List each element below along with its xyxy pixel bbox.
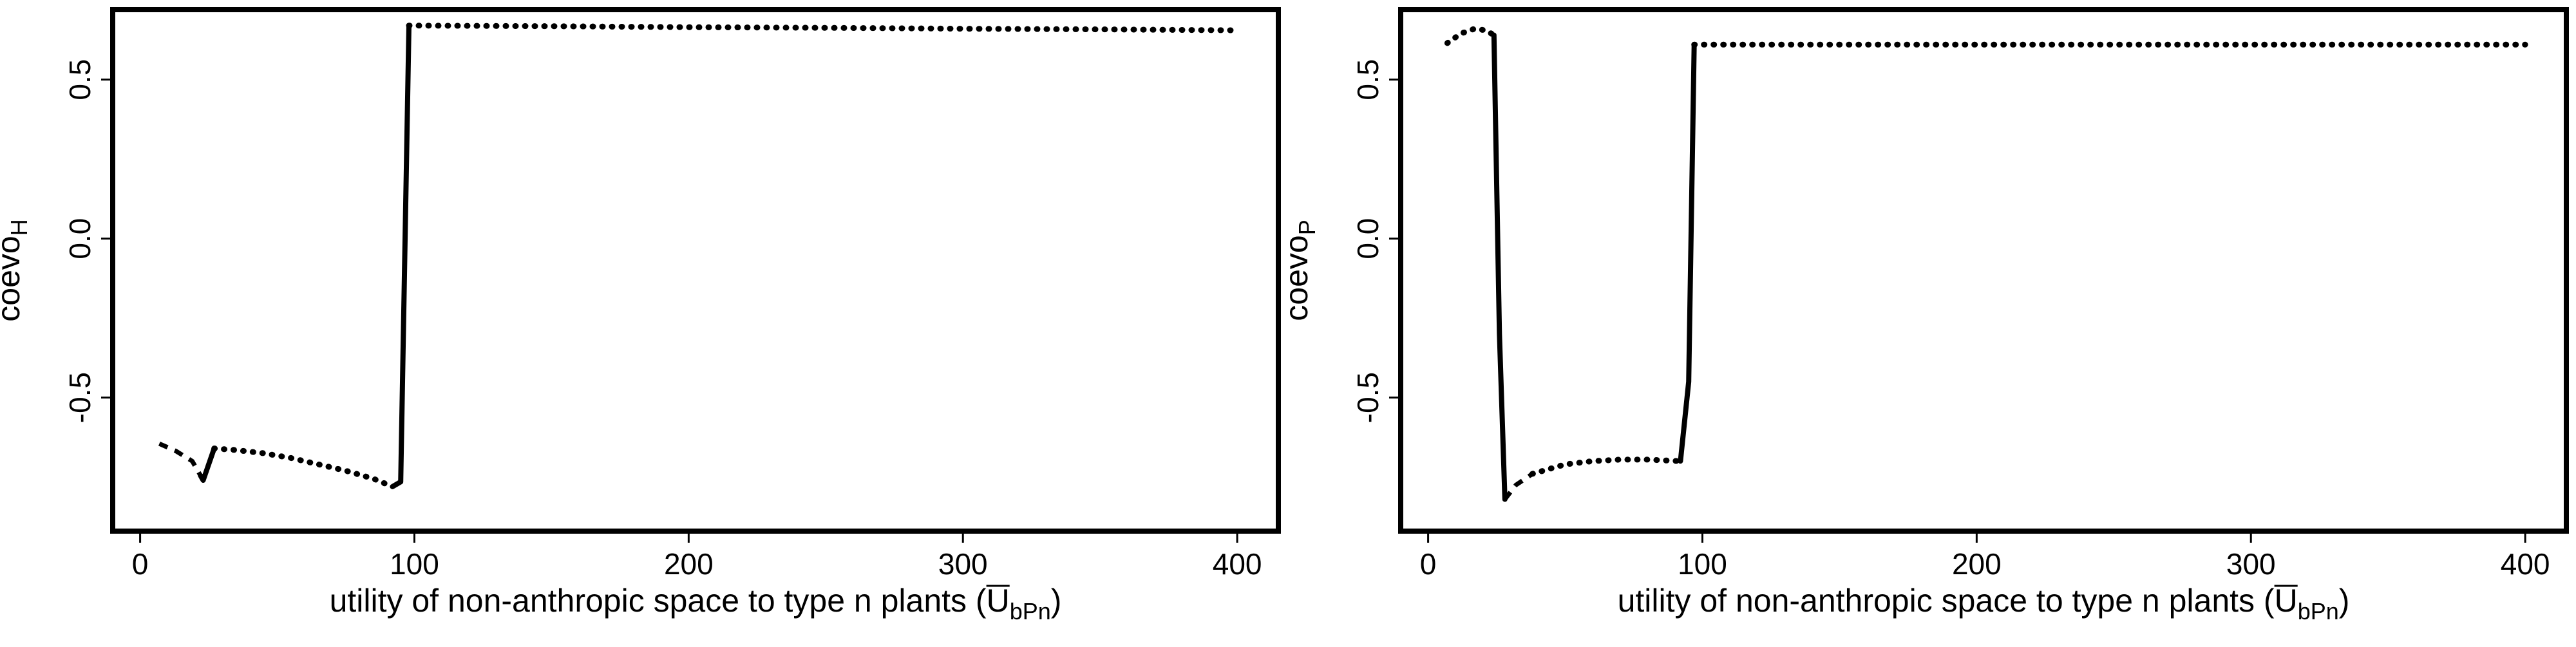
plot-frame [110, 7, 1281, 534]
x-tick-label: 300 [2226, 547, 2276, 581]
x-tick-label: 300 [938, 547, 988, 581]
y-axis-title: coevoH [0, 219, 32, 321]
y-tick-label: -0.5 [63, 372, 97, 423]
data-series-line-2 [198, 445, 217, 483]
chart-panel-1: 0 100 200 300 400 -0.5 0.0 0.5 utility of non-an… [0, 7, 1281, 624]
data-series-line-5 [1678, 42, 1697, 464]
data-series-line-2 [1491, 32, 1508, 502]
y-tick-label: 0.5 [1351, 59, 1385, 100]
x-tick-label: 0 [132, 547, 149, 581]
x-tick-label: 100 [1678, 547, 1727, 581]
data-series-line-3 [211, 445, 395, 490]
y-tick-label: 0.0 [63, 218, 97, 259]
data-series-line-4 [1529, 456, 1683, 477]
y-tick-label: 0.5 [63, 59, 97, 100]
y-axis-title: coevoP [1278, 220, 1320, 321]
data-series-line-1 [158, 441, 203, 477]
plot-frame [1398, 7, 2569, 534]
x-tick-label: 400 [1213, 547, 1262, 581]
chart-panel-2: 0 100 200 300 400 -0.5 0.0 0.5 utility of non-an… [1278, 7, 2569, 624]
x-axis-title: utility of non-anthropic space to type n… [330, 583, 1062, 624]
x-tick-label: 200 [1952, 547, 2002, 581]
x-tick-label: 200 [664, 547, 714, 581]
x-axis-title: utility of non-anthropic space to type n… [1618, 583, 2350, 624]
x-tick-label: 100 [390, 547, 439, 581]
y-tick-label: 0.0 [1351, 218, 1385, 259]
data-series-line-1 [1444, 26, 1497, 46]
y-tick-label: -0.5 [1351, 372, 1385, 423]
x-tick-label: 400 [2501, 547, 2550, 581]
data-series-line-3 [1503, 472, 1534, 501]
data-series-line-5 [406, 23, 1240, 33]
x-tick-label: 0 [1420, 547, 1437, 581]
data-series-line-4 [390, 23, 412, 489]
